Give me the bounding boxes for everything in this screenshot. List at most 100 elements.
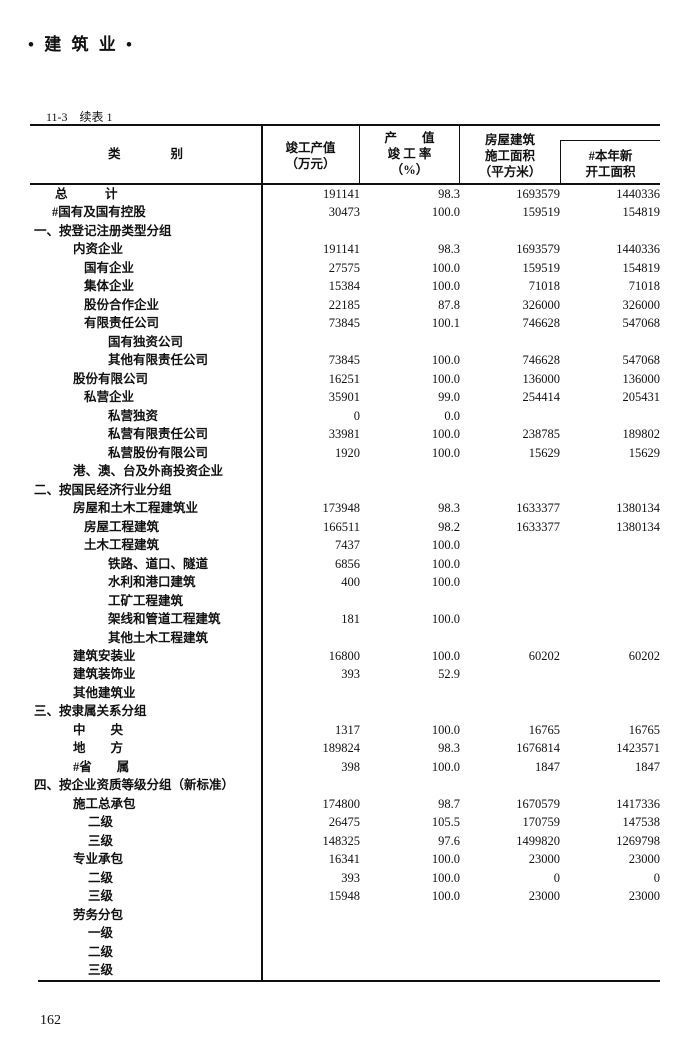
header-line: 房屋建筑 [484, 133, 535, 147]
cell-value: 23000 [528, 889, 560, 904]
table-row: 三、按隶属关系分组 [0, 702, 695, 720]
header-line: （平方米） [478, 165, 542, 179]
row-label: 二、按国民经济行业分组 [34, 482, 172, 497]
subheader-rule [560, 140, 660, 141]
row-label: 三级 [88, 833, 114, 848]
row-label: 二级 [88, 815, 114, 830]
table-row: 二级 26475 105.5 170759 147538 [0, 813, 695, 831]
cell-value: 100.0 [431, 556, 460, 571]
cell-value: 100.0 [431, 649, 460, 663]
cell-value: 23000 [628, 889, 660, 904]
row-label: 铁路、道口、隧道 [108, 556, 209, 571]
row-label: 建筑装饰业 [73, 667, 136, 682]
cell-value: 16800 [328, 649, 360, 663]
cell-value: 1317 [335, 722, 360, 737]
cell-value: 100.0 [431, 538, 460, 553]
cell-value: 100.0 [431, 260, 460, 275]
header-category: 类 别 [107, 147, 183, 161]
header-line: （万元） [285, 157, 336, 171]
table-row: 劳务分包 [0, 906, 695, 924]
cell-value: 33981 [328, 427, 360, 442]
cell-value: 191141 [322, 187, 360, 201]
row-label: 地 方 [73, 741, 124, 756]
cell-value: 100.0 [431, 427, 460, 442]
cell-value: 100.0 [431, 371, 460, 386]
cell-value: 154819 [622, 260, 661, 275]
cell-value: 326000 [622, 297, 661, 312]
row-label: 四、按企业资质等级分组（新标准） [34, 778, 235, 793]
cell-value: 166511 [322, 519, 360, 534]
cell-value: 136000 [622, 371, 661, 386]
cell-value: 87.8 [438, 297, 460, 312]
table-row: 四、按企业资质等级分组（新标准） [0, 776, 695, 794]
cell-value: 15384 [328, 279, 360, 294]
table-row: 二级 [0, 943, 695, 961]
cell-value: 0 [553, 870, 560, 885]
cell-value: 1633377 [516, 501, 560, 516]
header-line: 开工面积 [585, 165, 636, 179]
cell-value: 97.6 [438, 833, 460, 848]
page-number: 162 [40, 1013, 61, 1028]
row-label: 其他土木工程建筑 [108, 630, 209, 645]
cell-value: 100.0 [431, 612, 460, 627]
table-row: 总 计 191141 98.3 1693579 1440336 [0, 185, 695, 203]
cell-value: 100.0 [431, 722, 460, 737]
row-label: 三级 [88, 889, 114, 904]
row-label: 一、按登记注册类型分组 [34, 223, 172, 238]
cell-value: 398 [341, 759, 360, 774]
row-label: 国有企业 [84, 260, 135, 275]
cell-value: 547068 [622, 316, 661, 331]
cell-value: 26475 [328, 815, 360, 830]
header-col-rule [359, 125, 360, 184]
cell-value: 60202 [528, 649, 560, 663]
table-row: 股份合作企业 22185 87.8 326000 326000 [0, 296, 695, 314]
cell-value: 73845 [328, 353, 360, 368]
cell-value: 148325 [322, 833, 361, 848]
row-label: 三、按隶属关系分组 [34, 704, 147, 719]
table-row: 二、按国民经济行业分组 [0, 481, 695, 499]
row-label: 集体企业 [84, 279, 135, 294]
cell-value: 100.0 [431, 889, 460, 904]
cell-value: 98.3 [438, 501, 460, 516]
table-row: 一、按登记注册类型分组 [0, 222, 695, 240]
cell-value: 22185 [328, 297, 360, 312]
cell-value: 746628 [522, 316, 561, 331]
cell-value: 100.0 [431, 353, 460, 368]
table-row: 土木工程建筑 7437 100.0 [0, 536, 695, 554]
cell-value: 98.2 [438, 519, 460, 534]
row-label: 劳务分包 [73, 907, 124, 922]
cell-value: 98.7 [438, 796, 460, 811]
header-line: #本年新 [588, 149, 633, 163]
cell-value: 326000 [522, 297, 561, 312]
cell-value: 205431 [622, 390, 661, 405]
row-label: 私营有限责任公司 [108, 427, 209, 442]
table-row: 私营股份有限公司 1920 100.0 15629 15629 [0, 444, 695, 462]
table-row: 房屋和土木工程建筑业 173948 98.3 1633377 1380134 [0, 499, 695, 517]
cell-value: 0.0 [444, 408, 460, 423]
row-label: 私营股份有限公司 [108, 445, 209, 460]
table-row: 其他建筑业 [0, 684, 695, 702]
cell-value: 1269798 [616, 833, 660, 848]
cell-value: 1920 [335, 445, 360, 460]
table-row: 中 央 1317 100.0 16765 16765 [0, 721, 695, 739]
cell-value: 100.0 [431, 279, 460, 294]
cell-value: 100.0 [431, 205, 460, 220]
row-label: 房屋和土木工程建筑业 [73, 501, 199, 516]
cell-value: 1693579 [516, 187, 560, 201]
row-label: 内资企业 [73, 242, 124, 257]
table-row: 一级 [0, 924, 695, 942]
cell-value: 0 [353, 408, 360, 423]
table-row: 建筑安装业 16800 100.0 60202 60202 [0, 647, 695, 665]
row-label: 其他建筑业 [73, 685, 136, 700]
header-new-area: #本年新 开工面积 [561, 148, 660, 180]
cell-value: 147538 [622, 815, 661, 830]
table-id: 11-3 续表 1 [46, 110, 113, 124]
cell-value: 15629 [528, 445, 560, 460]
row-label: #省 属 [73, 759, 130, 774]
cell-value: 30473 [328, 205, 360, 220]
table-row: 私营企业 35901 99.0 254414 205431 [0, 388, 695, 406]
cell-value: 7437 [335, 538, 360, 553]
header-col-rule [560, 140, 561, 184]
row-label: 总 计 [55, 187, 118, 201]
cell-value: 0 [653, 870, 660, 885]
